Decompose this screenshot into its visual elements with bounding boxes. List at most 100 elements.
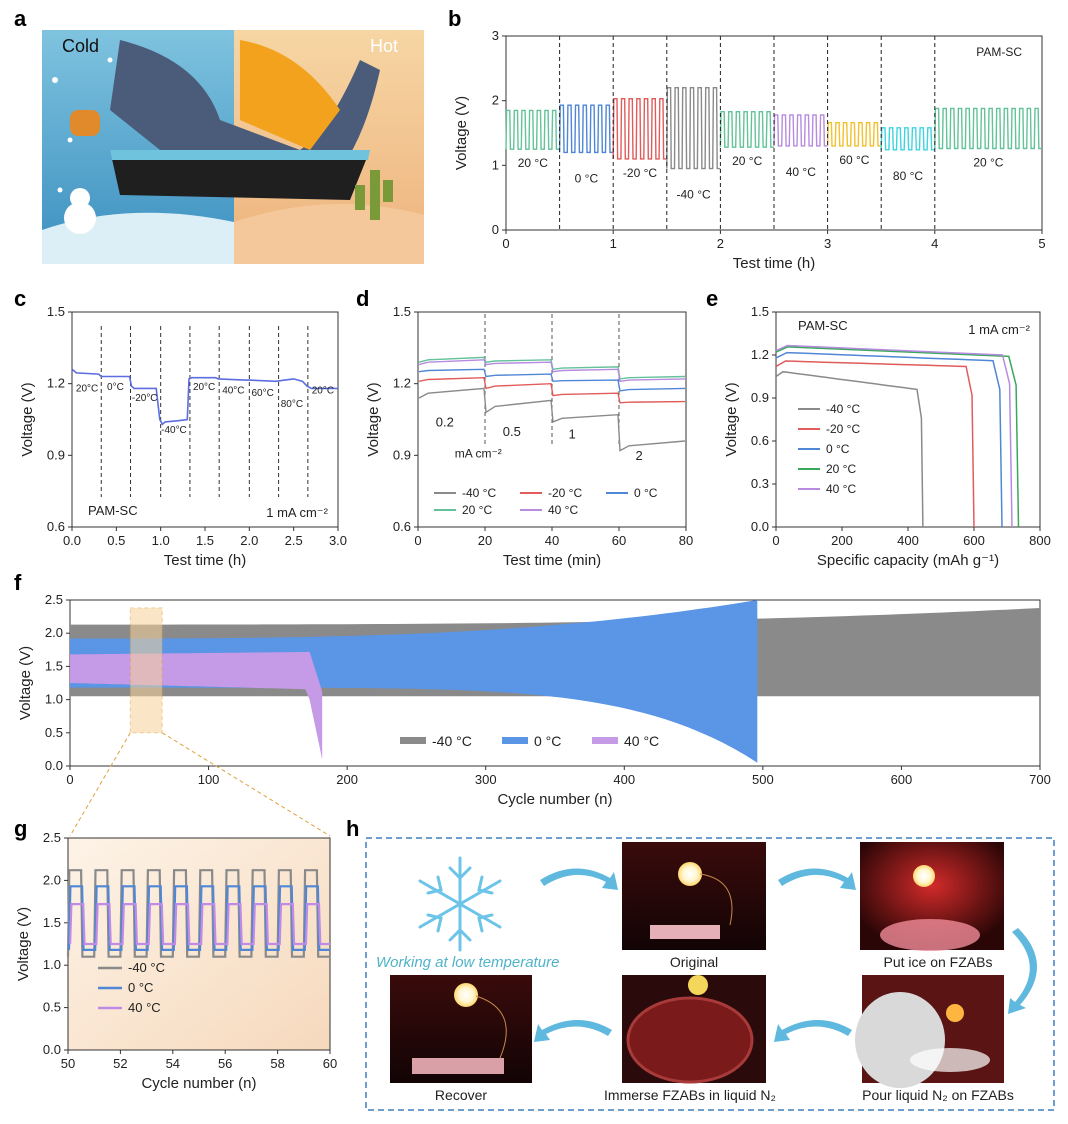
panel-letter-f: f <box>14 570 22 595</box>
x-tick-label: 0.0 <box>63 533 81 548</box>
legend-label: -20 °C <box>548 486 582 500</box>
segment-label: 0 °C <box>575 171 599 185</box>
rate-label: 2 <box>635 448 642 463</box>
segment-label: -40°C <box>161 425 187 436</box>
arrow-icon <box>534 1020 612 1042</box>
panel-letter-a: a <box>14 6 27 31</box>
legend-label: -40 °C <box>128 960 165 975</box>
y-tick-label: 2 <box>492 93 499 108</box>
segment-label: 20°C <box>76 383 98 394</box>
y-tick-label: 1.5 <box>47 304 65 319</box>
arrow-icon <box>778 868 856 890</box>
x-tick-label: 80 <box>679 533 693 548</box>
segment-label: -20 °C <box>623 166 657 180</box>
caption-immerse: Immerse FZABs in liquid N₂ <box>604 1087 776 1103</box>
x-tick-label: 60 <box>323 1056 337 1071</box>
segment-label: 0°C <box>107 382 124 393</box>
y-tick-label: 2.5 <box>43 830 61 845</box>
photo-pour <box>855 975 1004 1088</box>
y-tick-label: 1.0 <box>43 957 61 972</box>
photo-immerse <box>622 975 766 1084</box>
segment-label: 40 °C <box>786 165 816 179</box>
current-label: 1 mA cm⁻² <box>266 505 328 520</box>
y-tick-label: 0.5 <box>45 725 63 740</box>
cold-label: Cold <box>62 36 99 56</box>
caption-ice: Put ice on FZABs <box>884 954 993 970</box>
highlight-box <box>129 607 163 734</box>
y-tick-label: 1.2 <box>751 347 769 362</box>
legend-swatch <box>502 737 528 744</box>
panel-letter-b: b <box>448 6 461 31</box>
segment-label: 20 °C <box>973 156 1003 170</box>
x-tick-label: 1 <box>610 236 617 251</box>
caption-original: Original <box>670 954 718 970</box>
plot-frame <box>71 311 339 528</box>
panel-letter-c: c <box>14 286 26 311</box>
series-line-2 <box>418 368 686 392</box>
y-tick-label: 0.9 <box>393 447 411 462</box>
x-tick-label: 600 <box>891 772 913 787</box>
legend-label: 20 °C <box>826 462 856 476</box>
legend-label: 40 °C <box>548 503 578 517</box>
legend-label: 0 °C <box>534 733 561 749</box>
caption-pour: Pour liquid N₂ on FZABs <box>862 1087 1014 1103</box>
x-tick-label: 600 <box>963 533 985 548</box>
photo-ice <box>860 842 1004 951</box>
y-tick-label: 0.0 <box>43 1042 61 1057</box>
series-line-3 <box>775 346 1020 528</box>
x-axis-label: Specific capacity (mAh g⁻¹) <box>817 552 999 569</box>
panel-letter-e: e <box>706 286 718 311</box>
x-tick-label: 50 <box>61 1056 75 1071</box>
y-axis-label: Voltage (V) <box>365 382 382 456</box>
x-tick-label: 700 <box>1029 772 1051 787</box>
x-tick-label: 3.0 <box>329 533 347 548</box>
x-tick-label: 2.0 <box>240 533 258 548</box>
series-line-0 <box>775 370 924 528</box>
series-band-2 <box>70 651 323 760</box>
series-line <box>71 368 338 426</box>
legend-swatch <box>592 737 618 744</box>
y-tick-label: 1.5 <box>751 304 769 319</box>
rate-unit: mA cm⁻² <box>455 447 502 461</box>
series-line-4 <box>775 344 1013 528</box>
x-tick-label: 500 <box>752 772 774 787</box>
x-tick-label: 2 <box>717 236 724 251</box>
x-tick-label: 100 <box>198 772 220 787</box>
x-tick-label: 40 <box>545 533 559 548</box>
series-line-2 <box>775 351 1003 528</box>
x-tick-label: 54 <box>166 1056 180 1071</box>
y-tick-label: 1.0 <box>45 692 63 707</box>
x-tick-label: 52 <box>113 1056 127 1071</box>
corner-label: PAM-SC <box>798 318 848 333</box>
rate-label: 1 <box>568 427 575 442</box>
panel-letter-h: h <box>346 816 359 841</box>
arrow-icon <box>774 1020 852 1042</box>
zoom-line <box>69 732 131 837</box>
series-line-6 <box>826 121 882 147</box>
legend-swatch <box>400 737 426 744</box>
chart-b: 0 1 2 3 4 5 0 1 2 3 Test time (h) Voltage (V) 20 °C 0… <box>453 28 1046 272</box>
y-axis-label: Voltage (V) <box>17 646 34 720</box>
arrow-icon <box>1008 928 1038 1014</box>
y-tick-label: 1.2 <box>393 376 411 391</box>
y-tick-label: 2.0 <box>45 625 63 640</box>
working-caption: Working at low temperature <box>376 954 559 971</box>
y-tick-label: 0.6 <box>47 519 65 534</box>
legend-label: 0 °C <box>128 980 153 995</box>
photo-original <box>622 842 766 950</box>
y-axis-label: Voltage (V) <box>723 382 740 456</box>
y-tick-label: 0 <box>492 222 499 237</box>
y-tick-label: 0.9 <box>751 390 769 405</box>
x-tick-label: 1.0 <box>152 533 170 548</box>
caption-recover: Recover <box>435 1087 487 1103</box>
x-tick-label: 200 <box>336 772 358 787</box>
snowflake-icon <box>418 856 502 952</box>
legend-label: -40 °C <box>826 402 860 416</box>
x-tick-label: 3 <box>824 236 831 251</box>
legend-label: 0 °C <box>826 442 850 456</box>
y-tick-label: 0.0 <box>751 519 769 534</box>
x-tick-label: 800 <box>1029 533 1051 548</box>
y-tick-label: 1.2 <box>47 376 65 391</box>
y-tick-label: 0.6 <box>751 433 769 448</box>
